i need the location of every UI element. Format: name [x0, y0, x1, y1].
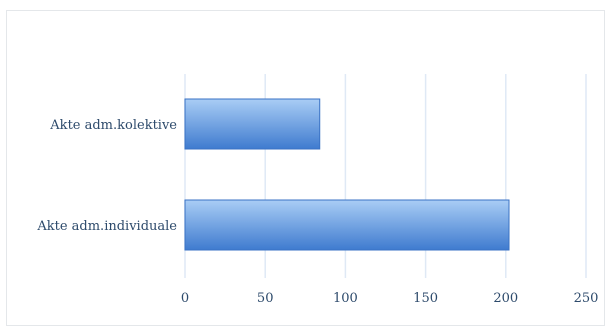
x-axis-tick-labels: 0 50 100 150 200 250	[181, 291, 599, 306]
bar-individuale	[184, 199, 510, 251]
category-label: Akte adm.individuale	[36, 219, 177, 234]
category-labels: Akte adm.kolektive Akte adm.individuale	[36, 118, 177, 234]
x-tick-label: 0	[181, 291, 189, 306]
x-tick-label: 100	[333, 291, 358, 306]
x-tick-label: 250	[574, 291, 599, 306]
bar-kolektive	[184, 98, 321, 150]
x-tick-label: 50	[257, 291, 274, 306]
category-label: Akte adm.kolektive	[49, 118, 177, 133]
x-tick-label: 200	[493, 291, 518, 306]
bars	[184, 98, 510, 251]
x-tick-label: 150	[413, 291, 438, 306]
